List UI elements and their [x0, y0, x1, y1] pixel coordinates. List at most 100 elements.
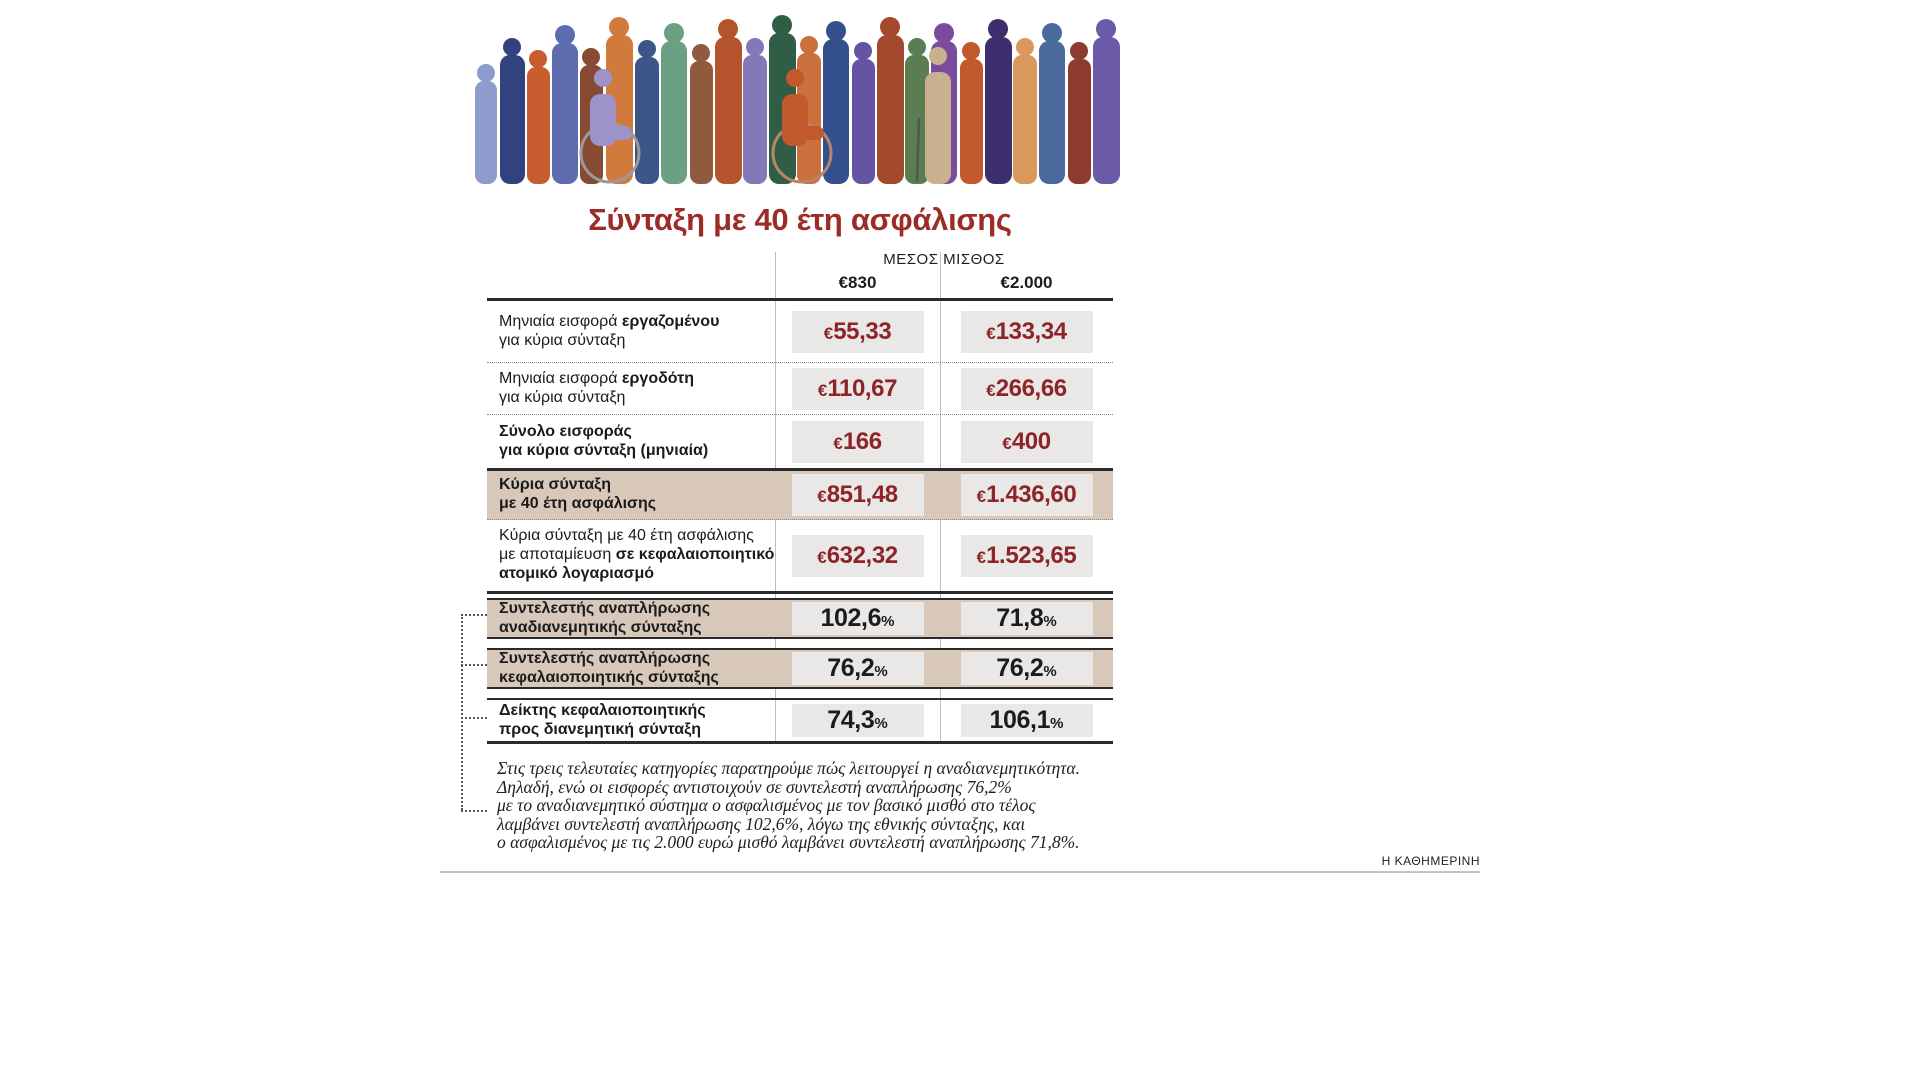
label-text: Συντελεστής αναπλήρωσης — [499, 599, 711, 617]
crowd-illustration-icon — [475, 15, 1120, 184]
value-unit: % — [881, 613, 895, 630]
label-text: με 40 έτη ασφάλισης — [499, 495, 657, 512]
table-row-replacement-rate-paygo: Συντελεστής αναπλήρωσης αναδιανεμητικής … — [487, 598, 1113, 639]
value-number: 632,32 — [826, 541, 898, 569]
value-cell: €133,34 — [940, 310, 1113, 353]
label-bold: εργαζομένου — [621, 312, 720, 330]
label-text: Μηνιαία εισφορά — [499, 312, 622, 330]
row-label: Σύνολο εισφοράς για κύρια σύνταξη (μηνια… — [487, 423, 775, 460]
value-unit: % — [1050, 715, 1064, 732]
currency-symbol: € — [817, 487, 827, 506]
label-text: για κύρια σύνταξη — [499, 331, 626, 349]
currency-symbol: € — [817, 547, 827, 567]
footnote-line: ο ασφαλισμένος με τις 2.000 ευρώ μισθό λ… — [497, 832, 1080, 853]
currency-symbol: € — [833, 433, 843, 453]
wheelchair-person-2 — [771, 69, 833, 184]
value-box: €110,67 — [791, 367, 924, 410]
column-header-2000: €2.000 — [1000, 273, 1053, 292]
label-bold: ατομικό λογαριασμό — [499, 564, 655, 582]
value-cell: €110,67 — [775, 367, 940, 410]
value-number: 110,67 — [827, 374, 898, 402]
value-number: 400 — [1011, 427, 1051, 455]
value-number: 1.436,60 — [986, 481, 1077, 508]
table-row-pension-with-funded-account: Κύρια σύνταξη με 40 έτη ασφάλισης με απο… — [487, 520, 1113, 594]
label-text: αναδιανεμητικής σύνταξης — [499, 618, 702, 636]
row-label: Μηνιαία εισφορά εργοδότη για κύρια σύντα… — [487, 370, 775, 407]
value-cell: €55,33 — [775, 310, 940, 353]
value-unit: % — [1043, 613, 1057, 630]
value-box: 76,2% — [960, 652, 1093, 685]
value-cell: €1.436,60 — [940, 474, 1113, 516]
label-text: Κύρια σύνταξη — [499, 476, 612, 494]
value-box: €266,66 — [960, 367, 1093, 410]
value-box: 106,1% — [960, 704, 1093, 737]
pension-table: ΜΕΣΟΣ ΜΙΣΘΟΣ €830 €2.000 Μηνιαία εισφορά… — [487, 248, 1113, 744]
wheelchair-person-1 — [579, 69, 641, 184]
row-label: Κύρια σύνταξη με 40 έτη ασφάλισης με απο… — [487, 527, 775, 583]
label-bold: εργοδότη — [621, 369, 695, 387]
bracket-vertical-line — [461, 614, 463, 810]
footnote-line: με το αναδιανεμητικό σύστημα ο ασφαλισμέ… — [497, 795, 1036, 816]
value-cell: €166 — [775, 420, 940, 463]
row-label: Συντελεστής αναπλήρωσης κεφαλαιοποιητική… — [487, 650, 775, 687]
row-label: Συντελεστής αναπλήρωσης αναδιανεμητικής … — [487, 600, 775, 637]
value-number: 266,66 — [995, 374, 1067, 402]
value-cell: €851,48 — [775, 474, 940, 516]
value-cell: €632,32 — [775, 534, 940, 577]
label-text: για κύρια σύνταξη (μηνιαία) — [499, 441, 709, 459]
label-text: Σύνολο εισφοράς — [499, 422, 632, 440]
value-unit: % — [1043, 663, 1057, 680]
cane-person — [915, 47, 951, 184]
page-title: Σύνταξη με 40 έτη ασφάλισης — [588, 202, 1012, 237]
table-header: ΜΕΣΟΣ ΜΙΣΘΟΣ €830 €2.000 — [487, 248, 1113, 301]
value-box: €1.523,65 — [960, 534, 1093, 577]
table-row-main-pension: Κύρια σύνταξη με 40 έτη ασφάλισης €851,4… — [487, 468, 1113, 520]
currency-symbol: € — [1002, 433, 1012, 453]
bottom-rule — [440, 871, 1480, 873]
value-number: 1.523,65 — [986, 541, 1077, 569]
bracket-stub-row8 — [461, 717, 487, 719]
currency-symbol: € — [986, 323, 996, 343]
value-number: 55,33 — [833, 317, 892, 345]
table-row-employer-contribution: Μηνιαία εισφορά εργοδότη για κύρια σύντα… — [487, 363, 1113, 415]
value-cell: 71,8% — [940, 602, 1113, 635]
value-cell: 102,6% — [775, 602, 940, 635]
value-box: €400 — [960, 420, 1093, 463]
row-label: Μηνιαία εισφορά εργαζομένου για κύρια σύ… — [487, 313, 775, 350]
row-label: Κύρια σύνταξη με 40 έτη ασφάλισης — [487, 476, 775, 513]
value-cell: €266,66 — [940, 367, 1113, 410]
value-number: 74,3 — [827, 706, 875, 734]
label-text: Κύρια σύνταξη με 40 έτη ασφάλισης — [499, 527, 754, 545]
bracket-stub-row6 — [461, 614, 487, 616]
value-box: 71,8% — [960, 602, 1093, 635]
currency-symbol: € — [986, 380, 996, 400]
bracket-stub-row7 — [461, 664, 487, 666]
crowd-back-row — [475, 15, 1120, 184]
footnote-line: Στις τρεις τελευταίες κατηγορίες παρατηρ… — [497, 758, 1080, 778]
currency-symbol: € — [976, 547, 987, 567]
value-box: €1.436,60 — [960, 474, 1093, 516]
value-number: 102,6 — [820, 604, 882, 632]
table-row-funded-vs-paygo-index: Δείκτης κεφαλαιοποιητικής προς διανεμητι… — [487, 698, 1113, 744]
value-box: €632,32 — [791, 534, 924, 577]
row-label: Δείκτης κεφαλαιοποιητικής προς διανεμητι… — [487, 702, 775, 739]
value-number: 76,2 — [827, 654, 875, 682]
label-text: προς διανεμητική σύνταξη — [499, 720, 702, 738]
value-number: 133,34 — [995, 317, 1067, 345]
value-box: 102,6% — [791, 602, 924, 635]
value-number: 106,1 — [989, 706, 1051, 734]
value-unit: % — [874, 715, 888, 732]
footnote-line: λαμβάνει συντελεστή αναπλήρωσης 102,6%, … — [497, 813, 1026, 834]
cane-icon — [915, 117, 921, 183]
currency-symbol: € — [976, 487, 987, 506]
label-text: με αποταμίευση — [499, 546, 616, 564]
footnote: Στις τρεις τελευταίες κατηγορίες παρατηρ… — [497, 759, 1157, 852]
value-cell: €400 — [940, 420, 1113, 463]
value-box: 76,2% — [791, 652, 924, 685]
label-text: Δείκτης κεφαλαιοποιητικής — [499, 701, 706, 719]
label-text: Συντελεστής αναπλήρωσης — [499, 649, 711, 667]
table-row-employee-contribution: Μηνιαία εισφορά εργαζομένου για κύρια σύ… — [487, 301, 1113, 363]
label-text: κεφαλαιοποιητικής σύνταξης — [499, 668, 719, 686]
value-number: 166 — [842, 427, 882, 455]
